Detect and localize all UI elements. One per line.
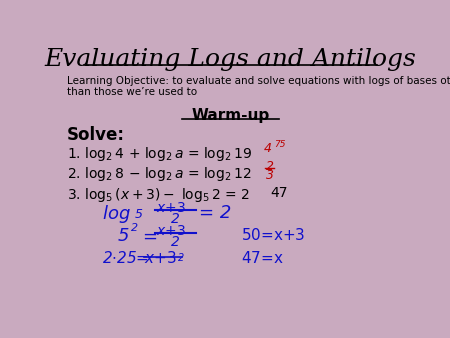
Text: 2: 2: [178, 253, 184, 263]
Text: $\it{x}$+3: $\it{x}$+3: [156, 224, 185, 238]
Text: 75: 75: [274, 140, 286, 149]
Text: 2$\cdot$25=: 2$\cdot$25=: [102, 250, 148, 266]
Text: $\it{log}$: $\it{log}$: [102, 203, 130, 225]
Text: Learning Objective: to evaluate and solve equations with logs of bases other
tha: Learning Objective: to evaluate and solv…: [67, 76, 450, 97]
Text: 2. log$_2\,$8 $-$ log$_2\,a$ = log$_2\,$12: 2. log$_2\,$8 $-$ log$_2\,a$ = log$_2\,$…: [67, 165, 251, 183]
Text: 2: 2: [266, 160, 274, 173]
Text: Evaluating Logs and Antilogs: Evaluating Logs and Antilogs: [45, 48, 417, 71]
Text: $\it{=}$: $\it{=}$: [139, 227, 158, 245]
Text: $\it{50}$=x+3: $\it{50}$=x+3: [241, 227, 306, 243]
Text: Solve:: Solve:: [67, 126, 125, 144]
Text: 47: 47: [271, 186, 288, 200]
Text: Warm-up: Warm-up: [192, 108, 270, 123]
Text: 2: 2: [131, 223, 138, 233]
Text: 2: 2: [171, 212, 180, 226]
Text: 4: 4: [264, 142, 272, 155]
Text: 2: 2: [171, 235, 180, 249]
Text: = 2: = 2: [199, 204, 232, 222]
Text: 3: 3: [266, 169, 274, 183]
Text: $\it{x}$+3: $\it{x}$+3: [144, 250, 177, 266]
Text: 5: 5: [135, 208, 143, 221]
Text: 3. log$_5\,(x+3) -$ log$_5\,$2 = 2: 3. log$_5\,(x+3) -$ log$_5\,$2 = 2: [67, 186, 250, 204]
Text: 5: 5: [117, 227, 129, 245]
Text: $\it{47}$=x: $\it{47}$=x: [241, 250, 284, 266]
Text: 1. log$_2\,$4 + log$_2\,a$ = log$_2\,$19: 1. log$_2\,$4 + log$_2\,a$ = log$_2\,$19: [67, 145, 252, 163]
Text: $\it{x}$+3: $\it{x}$+3: [156, 201, 185, 215]
